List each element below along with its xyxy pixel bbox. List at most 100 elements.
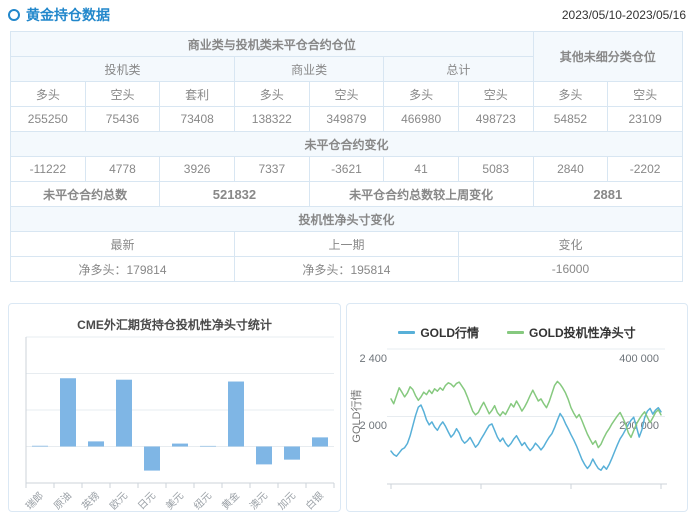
table-cell: -16000: [457, 256, 684, 282]
table-cell: 2881: [532, 181, 684, 207]
left-axis-title: GOLD行情: [351, 389, 363, 443]
bar-chart-svg: 瑞郎 原油 英镑 欧元 日元 美元 纽元 黄金 澳元 加元 白银: [23, 336, 335, 511]
table-cell: -3621: [308, 156, 385, 182]
table-cell: 其他未细分类仓位: [532, 31, 684, 82]
table-cell: 投机类: [10, 56, 235, 82]
x-axis-label: 黄金: [219, 489, 242, 511]
page-header: 黄金持仓数据: [8, 5, 110, 25]
table-cell: 总计: [383, 56, 534, 82]
x-axis-label: 瑞郎: [23, 489, 46, 511]
table-cell: 4778: [84, 156, 161, 182]
chart-legend: GOLD行情 GOLD投机性净头寸: [347, 324, 687, 341]
table-cell: 138322: [233, 106, 310, 132]
table-cell: 521832: [159, 181, 310, 207]
table-cell: 变化: [457, 231, 684, 257]
page-title: 黄金持仓数据: [26, 7, 110, 23]
table-cell: 未平仓合约变化: [10, 131, 683, 157]
table-cell: 套利: [159, 81, 235, 107]
bar-英镑: [88, 441, 104, 447]
positions-table: 商业类与投机类未平仓合约仓位 其他未细分类仓位 投机类 商业类 总计 多头 空头 套利 多头 空头…: [9, 31, 684, 282]
table-cell: 255250: [10, 106, 86, 132]
table-cell: -2202: [607, 156, 683, 182]
x-axis-label: 白银: [303, 489, 326, 511]
table-cell: 净多头：179814: [10, 256, 235, 282]
x-axis-label: 美元: [163, 489, 186, 511]
x-axis-label: 原油: [51, 489, 74, 511]
bar-chart-title: CME外汇期货持仓投机性净头寸统计: [77, 318, 272, 332]
table-cell: 2840: [532, 156, 609, 182]
table-cell: 73408: [159, 106, 235, 132]
table-row: 未平仓合约变化: [10, 131, 683, 157]
table-row: 255250 75436 73408 138322 349879 466980 498723…: [10, 106, 683, 132]
bar-白银: [312, 437, 328, 447]
table-cell: 349879: [308, 106, 385, 132]
table-cell: 未平仓合约总数: [9, 181, 161, 207]
table-cell: 多头: [383, 81, 459, 107]
table-row: 最新 上一期 变化: [10, 231, 684, 257]
table-cell: 多头: [233, 81, 310, 107]
bar-瑞郎: [32, 445, 48, 447]
table-row: 商业类与投机类未平仓合约仓位 其他未细分类仓位: [10, 31, 684, 82]
table-cell: 空头: [457, 81, 534, 107]
table-cell: 7337: [233, 156, 310, 182]
table-cell: 3926: [159, 156, 235, 182]
right-axis-tick-label: 400 000: [619, 353, 659, 365]
table-cell: 投机性净头寸变化: [10, 206, 683, 232]
table-cell: 最新: [10, 231, 235, 257]
legend-label: GOLD投机性净头寸: [529, 326, 636, 340]
left-axis-tick-label: 2 000: [359, 420, 387, 432]
table-cell: 466980: [383, 106, 459, 132]
table-cell: 商业类: [233, 56, 385, 82]
x-axis-label: 澳元: [247, 489, 270, 511]
bar-纽元: [200, 445, 216, 447]
table-cell: 未平仓合约总数较上周变化: [308, 181, 534, 207]
table-cell: 41: [383, 156, 459, 182]
bar-日元: [144, 446, 160, 471]
table-row: 多头 空头 套利 多头 空头 多头 空头 多头 空头: [10, 81, 683, 107]
table-cell: 75436: [84, 106, 161, 132]
table-cell: -11222: [10, 156, 86, 182]
table-cell: 5083: [457, 156, 534, 182]
table-row: 投机类 商业类 总计: [10, 56, 683, 82]
bar-澳元: [256, 446, 272, 465]
table-row: 投机性净头寸变化: [10, 206, 683, 232]
legend-item-net-position[interactable]: GOLD投机性净头寸: [507, 324, 636, 341]
table-cell: 23109: [607, 106, 683, 132]
table-cell: 54852: [532, 106, 609, 132]
x-axis-label: 欧元: [107, 490, 130, 511]
series-line-net-position: [390, 380, 662, 449]
left-axis-tick-label: 2 400: [359, 353, 387, 365]
bar-黄金: [228, 381, 244, 447]
bar-加元: [284, 446, 300, 460]
table-cell: 空头: [607, 81, 683, 107]
table-cell: 多头: [10, 81, 86, 107]
table-cell: 商业类与投机类未平仓合约仓位: [10, 31, 534, 57]
table-cell: 净多头：195814: [233, 256, 459, 282]
table-cell: 空头: [308, 81, 385, 107]
x-axis-label: 纽元: [191, 489, 214, 511]
bar-美元: [172, 443, 188, 447]
section-circle-icon: [8, 9, 20, 21]
legend-label: GOLD行情: [420, 326, 479, 340]
date-range: 2023/05/10-2023/05/16: [561, 8, 686, 22]
legend-item-gold-price[interactable]: GOLD行情: [398, 324, 479, 341]
table-cell: 上一期: [233, 231, 459, 257]
table-row: -11222 4778 3926 7337 -3621 41 5083 2840 -2202: [10, 156, 683, 182]
table-cell: 498723: [457, 106, 534, 132]
x-axis-label: 加元: [275, 490, 298, 511]
bar-原油: [60, 378, 76, 447]
table-row: 未平仓合约总数 521832 未平仓合约总数较上周变化 2881: [9, 181, 684, 207]
table-cell: 空头: [84, 81, 161, 107]
series-line-gold-price: [390, 404, 662, 471]
table-row: 净多头：179814 净多头：195814 -16000: [10, 256, 684, 282]
line-chart-panel: GOLD行情 GOLD投机性净头寸 GOLD行情 2 400 2 000 400 0…: [346, 303, 688, 512]
legend-dash-green-icon: [507, 331, 524, 334]
bar-chart-panel: CME外汇期货持仓投机性净头寸统计 瑞郎 原油 英镑 欧元 日元 美元 纽元 黄金 澳元 加元 白银: [8, 303, 341, 512]
table-cell: 多头: [532, 81, 609, 107]
positions-table-body: 商业类与投机类未平仓合约仓位 其他未细分类仓位 投机类 商业类 总计 多头 空头 套利 多头 空头…: [9, 31, 684, 282]
legend-dash-blue-icon: [398, 331, 416, 334]
bar-欧元: [116, 379, 132, 447]
x-axis-label: 日元: [136, 490, 158, 511]
x-axis-label: 英镑: [79, 489, 102, 511]
